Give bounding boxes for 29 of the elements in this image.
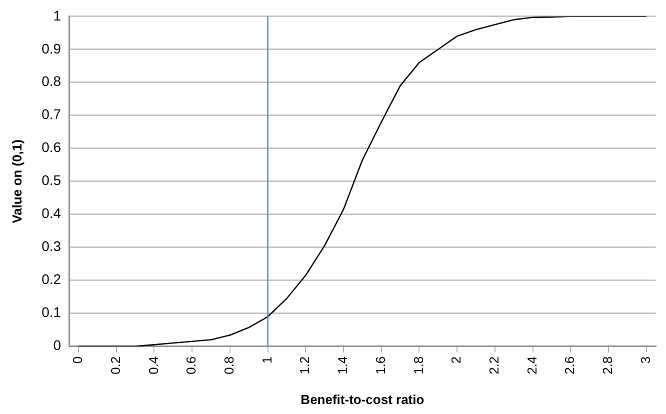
y-tick-label: 0.6: [42, 139, 62, 156]
x-tick-label: 1.2: [297, 356, 312, 374]
y-tick-label: 0.1: [42, 304, 62, 320]
x-tick-label: 2.8: [600, 356, 616, 374]
x-tick-label: 1.4: [335, 356, 350, 374]
y-tick-label: 0.8: [42, 73, 62, 90]
y-tick-label: 0: [53, 337, 62, 354]
y-tick-label: 0.5: [42, 172, 62, 188]
x-tick-label: 0.2: [108, 356, 123, 374]
y-tick-label: 0.2: [42, 271, 62, 288]
x-tick-label: 1.6: [372, 356, 388, 374]
x-tick-label: 2.4: [524, 356, 540, 374]
x-tick-label: 1: [259, 356, 274, 364]
x-tick-label: 0: [70, 356, 86, 364]
x-tick-label: 1.8: [410, 356, 426, 374]
y-axis-title: Value on (0,1): [9, 139, 24, 224]
y-tick-label: 0.9: [42, 40, 62, 56]
x-tick-label: 3: [638, 356, 653, 364]
y-tick-label: 0.4: [42, 205, 62, 222]
y-tick-label: 1: [53, 7, 62, 24]
x-tick-label: 0.6: [184, 356, 199, 374]
x-tick-label: 0.4: [146, 356, 161, 374]
y-tick-label: 0.3: [42, 238, 62, 254]
x-tick-label: 2: [448, 356, 464, 364]
x-tick-label: 2.2: [486, 356, 502, 374]
y-tick-label: 0.7: [42, 106, 62, 122]
x-tick-label: 2.6: [562, 356, 578, 374]
x-tick-label: 0.8: [222, 356, 237, 374]
x-axis-title: Benefit-to-cost ratio: [300, 392, 424, 407]
